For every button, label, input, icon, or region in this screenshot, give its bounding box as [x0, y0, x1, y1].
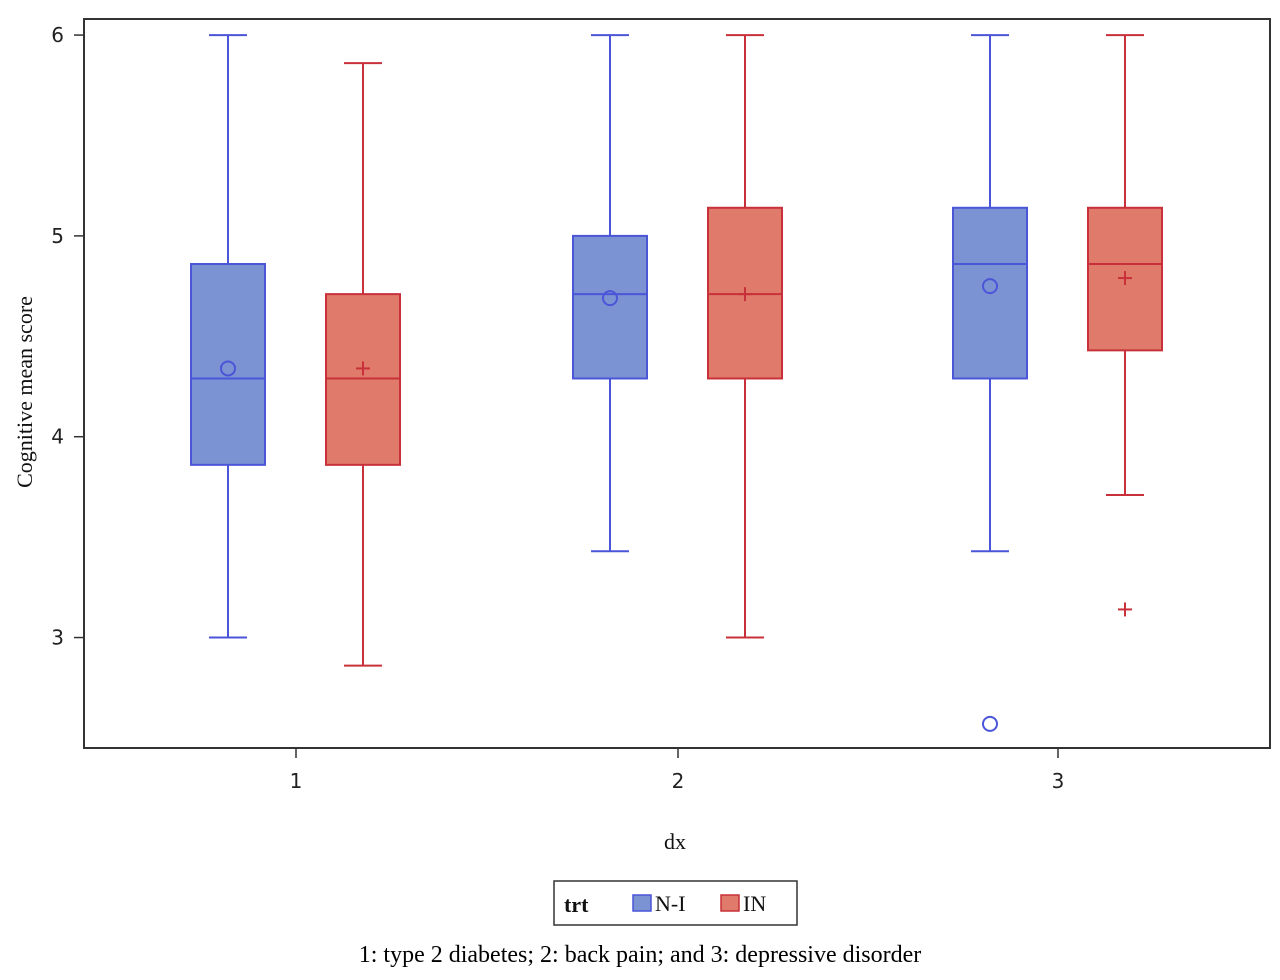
- y-tick-label: 4: [51, 425, 64, 449]
- box-group: [325, 62, 401, 667]
- mean-marker: [1118, 271, 1132, 286]
- box-group: [1087, 34, 1163, 617]
- iqr-box: [1087, 206, 1163, 352]
- y-tick-label: 6: [51, 23, 64, 47]
- legend-title: trt: [564, 892, 589, 917]
- outlier-marker: [1118, 602, 1132, 617]
- y-tick-label: 3: [51, 626, 64, 650]
- mean-marker: [220, 360, 236, 377]
- y-tick-label: 5: [51, 224, 64, 248]
- legend-swatch-in: [720, 894, 740, 912]
- x-tick-label: 3: [1052, 769, 1065, 793]
- legend-label-n-i: N-I: [655, 891, 686, 916]
- legend-swatch-n-i: [632, 894, 652, 912]
- plot-frame: [83, 18, 1271, 749]
- box-group: [707, 34, 783, 639]
- mean-marker: [602, 290, 618, 307]
- box-group: [952, 34, 1028, 732]
- x-tick-label: 1: [290, 769, 303, 793]
- legend-label-in: IN: [743, 891, 766, 916]
- x-tick-label: 2: [672, 769, 685, 793]
- box-group: [190, 34, 266, 639]
- iqr-box: [325, 293, 401, 466]
- legend: trt N-I IN: [553, 880, 798, 926]
- legend-frame: [553, 880, 798, 926]
- y-axis-title: Cognitive mean score: [12, 296, 37, 488]
- x-axis: 1 2 3: [290, 748, 1065, 793]
- y-axis: 3 4 5 6: [51, 23, 84, 650]
- mean-marker: [738, 287, 752, 302]
- iqr-box: [190, 263, 266, 466]
- box-group: [572, 34, 648, 553]
- outlier-marker: [982, 715, 998, 732]
- x-axis-title: dx: [664, 829, 686, 854]
- plot-layer: [190, 34, 1163, 732]
- mean-marker: [356, 361, 370, 376]
- figure-caption: 1: type 2 diabetes; 2: back pain; and 3:…: [359, 942, 922, 968]
- mean-marker: [982, 278, 998, 295]
- iqr-box: [572, 234, 648, 380]
